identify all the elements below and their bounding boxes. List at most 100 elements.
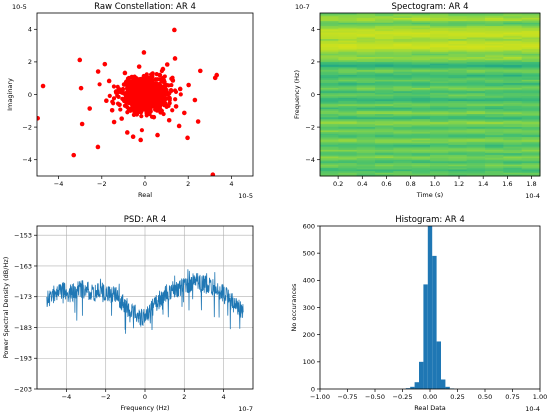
y-tick-label: −183 — [14, 324, 32, 332]
spectrogram-cell — [430, 156, 449, 159]
spectrogram-cell — [338, 87, 358, 91]
spectrogram-cell — [485, 57, 504, 60]
spectrogram-cell — [521, 24, 541, 27]
spectrogram-cell — [393, 76, 413, 79]
spectrogram-cell — [485, 115, 504, 118]
spectrogram-cell — [466, 83, 486, 86]
spectrogram-cell — [521, 84, 541, 87]
spectrogram-cell — [320, 73, 339, 76]
x-tick-label: −2 — [101, 393, 111, 401]
spectrogram-cell — [430, 101, 449, 104]
spectrogram-cell — [393, 58, 413, 61]
spectrogram-cell — [430, 34, 449, 37]
spectrogram-cell — [320, 123, 339, 126]
spectrogram-cell — [393, 138, 413, 141]
spectrogram-cell — [411, 149, 431, 153]
spectrogram-cell — [448, 104, 468, 107]
spectrogram-cell — [430, 138, 449, 141]
spectrogram-cell — [521, 167, 541, 170]
spectrogram-cell — [411, 65, 431, 68]
spectrogram-cell — [466, 65, 486, 68]
spectrogram-cell — [448, 110, 468, 113]
spectrogram-cell — [356, 26, 376, 29]
spectrogram-cell — [320, 143, 339, 146]
spectrogram-cell — [375, 105, 394, 109]
spectrogram-cell — [375, 159, 394, 162]
spectrogram-cell — [503, 101, 523, 104]
spectrogram-cell — [430, 68, 449, 71]
spectrogram-cell — [521, 83, 541, 86]
psd-chart: PSD: AR 4 Frequency (Hz) Power Spectral De… — [2, 215, 254, 413]
spectrogram-cell — [375, 120, 394, 123]
spectrogram-cell — [356, 138, 376, 141]
spectrogram-cell — [320, 107, 339, 110]
spectrogram-cell — [411, 74, 431, 78]
spectrogram-cell — [411, 164, 431, 167]
spectrogram-cell — [411, 92, 431, 95]
spectrogram-cell — [320, 14, 339, 17]
spectrogram-cell — [375, 47, 394, 50]
spectrogram-cell — [503, 112, 523, 115]
scatter-point — [110, 99, 115, 104]
spectrogram-cell — [411, 143, 431, 146]
x-tick-label: −4 — [54, 180, 64, 188]
spectrogram-cell — [320, 17, 339, 21]
spectrogram-cell — [393, 109, 413, 112]
spectrogram-cell — [430, 40, 449, 43]
spectrogram-cell — [356, 146, 376, 149]
x-tick-label: 1.2 — [454, 180, 464, 188]
spectrogram-cell — [356, 34, 376, 37]
spectrogram-cell — [338, 57, 358, 60]
spectrogram-cell — [485, 17, 504, 21]
spectrogram-cell — [375, 164, 394, 167]
spectrogram-cell — [356, 174, 376, 177]
spectrogram-cell — [356, 68, 376, 71]
spectrogram-cell — [448, 125, 468, 128]
spectrogram-cell — [430, 52, 449, 55]
spectrogram-cell — [393, 161, 413, 164]
spectrogram-cell — [393, 107, 413, 110]
spectrogram-cell — [485, 145, 504, 148]
spectrogram-cell — [411, 167, 431, 170]
spectrogram-cell — [338, 68, 358, 71]
y-tick-label: 2 — [28, 58, 32, 66]
spectrogram-cell — [375, 40, 394, 43]
y-tick-label: 100 — [303, 358, 315, 366]
spectrogram-cell — [521, 30, 541, 34]
spectrogram-cell — [338, 153, 358, 156]
spectrogram-cell — [521, 151, 541, 154]
spectrogram-cell — [503, 120, 523, 123]
spectrogram-cell — [448, 138, 468, 141]
spectrogram-cell — [338, 141, 358, 144]
spectrogram-cell — [375, 153, 394, 156]
spectrogram-cell — [466, 161, 486, 164]
spectrogram-cell — [503, 89, 523, 92]
spectrogram-cell — [320, 158, 339, 161]
spectrogram-cell — [466, 141, 486, 144]
spectrogram-cell — [393, 92, 413, 95]
scatter-point — [177, 86, 183, 92]
spectrogram-cell — [430, 105, 449, 109]
histogram-bar — [427, 226, 433, 389]
spectrogram-cell — [521, 71, 541, 74]
spectrogram-cell — [338, 39, 358, 42]
spectrogram-cell — [448, 81, 468, 84]
spectrogram-cell — [466, 26, 486, 29]
spectrogram-cell — [393, 172, 413, 175]
scatter-point — [185, 135, 190, 141]
spectrogram-cell — [393, 159, 413, 162]
scatter-point — [150, 74, 155, 80]
spectrogram-cell — [485, 164, 504, 167]
spectrogram-cell — [393, 166, 413, 169]
spectrogram-cell — [411, 145, 431, 148]
spectrogram-cell — [466, 89, 486, 92]
spectrogram-cell — [393, 26, 413, 29]
spectrogram-cell — [320, 174, 339, 177]
spectrogram-cell — [320, 13, 339, 16]
spectrogram-cell — [521, 61, 541, 65]
spectrogram-cell — [466, 57, 486, 60]
scatter-point — [156, 86, 161, 92]
scatter-point — [164, 62, 170, 67]
spectrogram-cell — [485, 35, 504, 38]
spectrogram-cell — [393, 156, 413, 159]
